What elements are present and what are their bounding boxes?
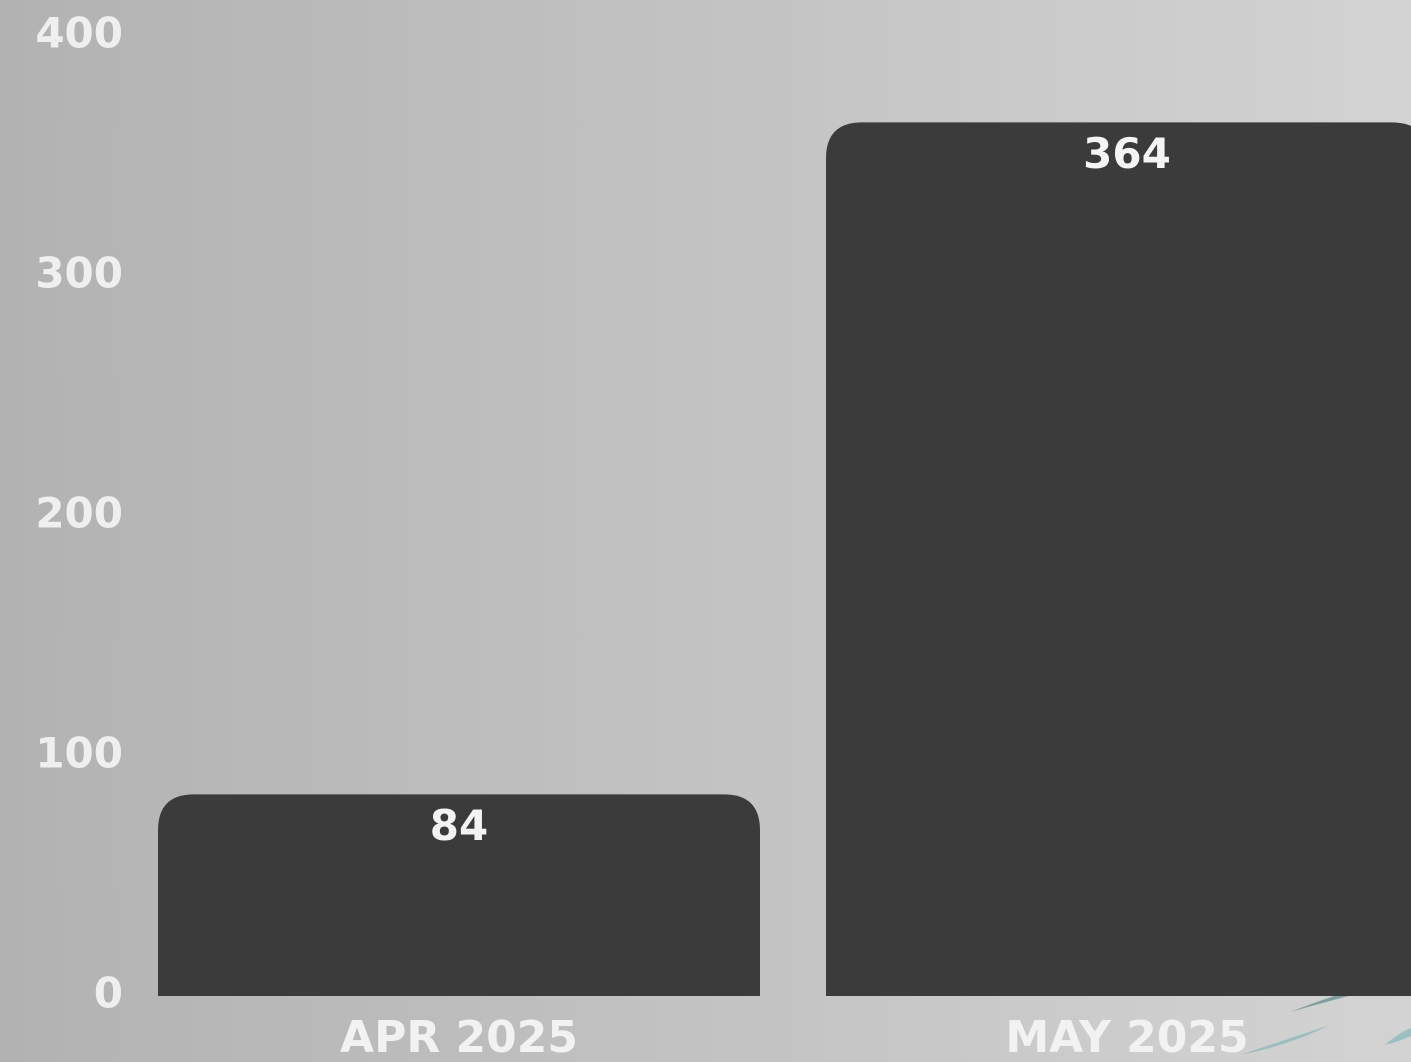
- x-tick-label: MAY 2025: [1005, 1012, 1248, 1062]
- y-tick-label: 400: [35, 9, 123, 58]
- y-tick-label: 300: [35, 249, 123, 298]
- bar: [158, 794, 760, 996]
- value-label: 364: [1083, 129, 1171, 178]
- y-tick-label: 0: [94, 969, 123, 1018]
- y-tick-label: 100: [35, 729, 123, 778]
- value-label: 84: [430, 801, 488, 850]
- bar: [826, 122, 1411, 996]
- x-tick-label: APR 2025: [340, 1012, 578, 1062]
- y-tick-label: 200: [35, 489, 123, 538]
